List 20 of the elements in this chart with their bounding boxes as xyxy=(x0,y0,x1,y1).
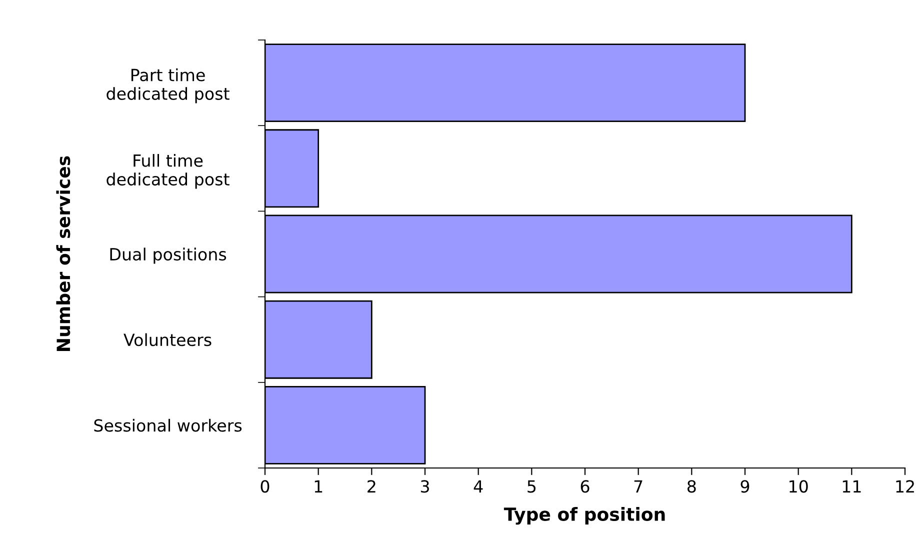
y-tick-label: Dual positions xyxy=(110,248,226,264)
x-tick-label: 10 xyxy=(790,480,808,493)
y-tick-label: Volunteers xyxy=(124,333,212,346)
y-axis-title: Number of services xyxy=(56,156,70,351)
x-tick-label: 0 xyxy=(260,480,270,493)
x-tick-label: 12 xyxy=(896,480,914,492)
x-axis-title: Type of position xyxy=(504,507,665,525)
x-tick-label: 7 xyxy=(634,480,642,492)
y-tick-label: Full time dedicated post xyxy=(106,154,230,189)
y-tick-label: Sessional workers xyxy=(94,418,242,432)
y-tick-label: Part time dedicated post xyxy=(106,68,230,104)
x-tick-label: 1 xyxy=(314,480,322,492)
x-tick-label: 2 xyxy=(368,480,376,492)
x-tick-label: 8 xyxy=(687,480,696,493)
x-tick-label: 6 xyxy=(580,480,590,493)
x-tick-label: 11 xyxy=(842,480,861,492)
x-tick-label: 3 xyxy=(420,480,429,493)
x-tick-label: 4 xyxy=(474,480,483,492)
x-tick-label: 5 xyxy=(528,480,536,493)
x-tick-label: 9 xyxy=(740,480,750,493)
